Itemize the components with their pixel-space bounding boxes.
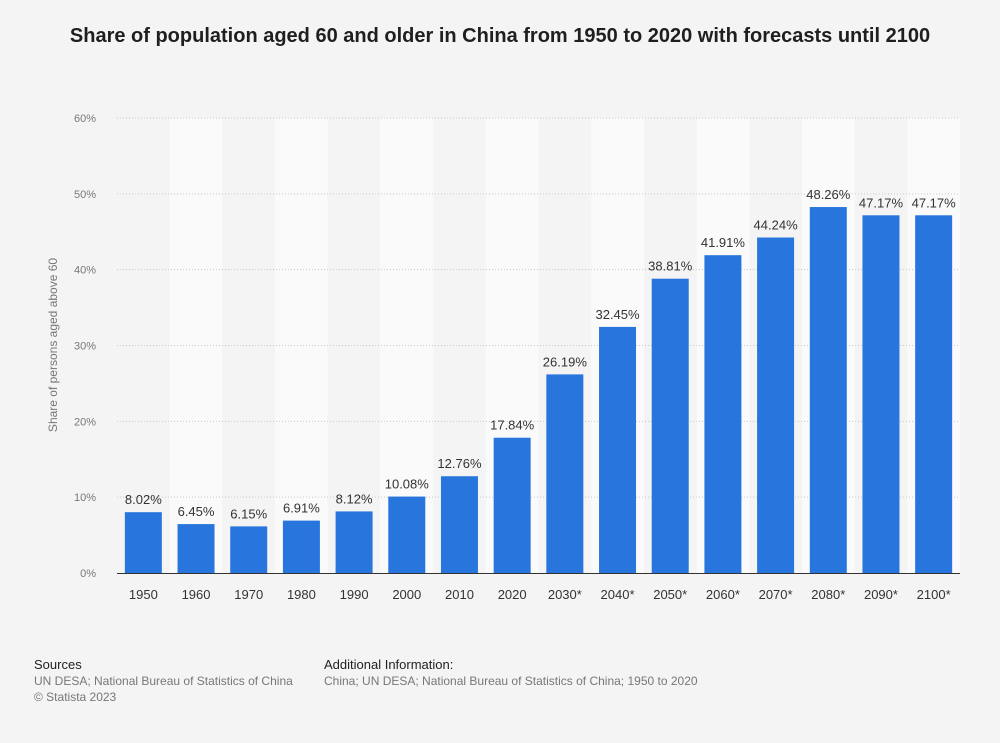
- x-tick-label: 2100*: [917, 587, 951, 602]
- value-label: 8.12%: [336, 491, 373, 506]
- value-label: 8.02%: [125, 492, 162, 507]
- bar: [282, 520, 320, 573]
- value-label: 32.45%: [595, 307, 640, 322]
- additional-info-block: Additional Information: China; UN DESA; …: [324, 657, 698, 689]
- value-label: 6.45%: [178, 504, 215, 519]
- x-tick-label: 2070*: [759, 587, 793, 602]
- bars: [124, 207, 953, 574]
- y-tick-label: 50%: [74, 189, 96, 201]
- x-tick-label: 2080*: [811, 587, 845, 602]
- additional-info-text: China; UN DESA; National Bureau of Stati…: [324, 674, 698, 688]
- sources-block: Sources UN DESA; National Bureau of Stat…: [34, 657, 293, 705]
- value-label: 44.24%: [754, 218, 799, 233]
- value-label: 6.91%: [283, 501, 320, 516]
- bar: [862, 215, 900, 573]
- x-tick-label: 2010: [445, 587, 474, 602]
- value-label: 38.81%: [648, 259, 693, 274]
- bar: [177, 524, 215, 573]
- value-label: 41.91%: [701, 235, 746, 250]
- value-label: 47.17%: [859, 195, 904, 210]
- value-label: 48.26%: [806, 187, 851, 202]
- sources-text: UN DESA; National Bureau of Statistics o…: [34, 674, 293, 688]
- x-tick-label: 2020: [498, 587, 527, 602]
- x-tick-label: 2090*: [864, 587, 898, 602]
- y-tick-label: 30%: [74, 341, 96, 353]
- x-tick-label: 1950: [129, 587, 158, 602]
- bar: [335, 511, 373, 573]
- y-tick-label: 60%: [74, 113, 96, 125]
- bar: [546, 374, 584, 573]
- y-axis-ticks: 0% 10% 20% 30% 40% 50% 60%: [74, 113, 96, 580]
- x-tick-label: 2050*: [653, 587, 687, 602]
- additional-info-heading: Additional Information:: [324, 657, 454, 672]
- bar: [124, 512, 162, 573]
- x-tick-label: 2060*: [706, 587, 740, 602]
- bar: [230, 526, 268, 573]
- x-tick-label: 1990: [340, 587, 369, 602]
- chart-title: Share of population aged 60 and older in…: [69, 25, 931, 47]
- x-axis-ticks: 1950 1960 1970 1980 1990 2000 2010 2020 2030* 204…: [129, 587, 951, 602]
- bar: [388, 496, 426, 573]
- value-label: 17.84%: [490, 418, 535, 433]
- y-tick-label: 10%: [74, 492, 96, 504]
- y-tick-label: 20%: [74, 416, 96, 428]
- value-label: 12.76%: [437, 456, 482, 471]
- bar: [757, 237, 795, 573]
- bar: [599, 326, 637, 573]
- bar: [915, 215, 953, 573]
- value-labels: 8.02% 6.45% 6.15% 6.91% 8.12% 10.08% 12.76% 17.…: [125, 187, 956, 521]
- x-tick-label: 2030*: [548, 587, 582, 602]
- x-tick-label: 1960: [182, 587, 211, 602]
- bar: [493, 437, 531, 573]
- value-label: 6.15%: [230, 506, 267, 521]
- bar-chart: 0% 10% 20% 30% 40% 50% 60% 8.02% 6.45% 6.15% 6.91…: [46, 113, 960, 602]
- bar: [651, 278, 689, 573]
- x-tick-label: 1980: [287, 587, 316, 602]
- y-tick-label: 0%: [80, 568, 96, 580]
- y-axis-label: Share of persons aged above 60: [46, 258, 60, 432]
- x-tick-label: 2040*: [601, 587, 635, 602]
- sources-heading: Sources: [34, 657, 82, 672]
- bar: [704, 255, 742, 573]
- y-tick-label: 40%: [74, 265, 96, 277]
- x-tick-label: 1970: [234, 587, 263, 602]
- value-label: 10.08%: [385, 477, 430, 492]
- value-label: 47.17%: [912, 195, 957, 210]
- value-label: 26.19%: [543, 354, 588, 369]
- x-tick-label: 2000: [392, 587, 421, 602]
- copyright-text: © Statista 2023: [34, 690, 117, 704]
- bar: [440, 476, 478, 573]
- bar: [809, 207, 847, 574]
